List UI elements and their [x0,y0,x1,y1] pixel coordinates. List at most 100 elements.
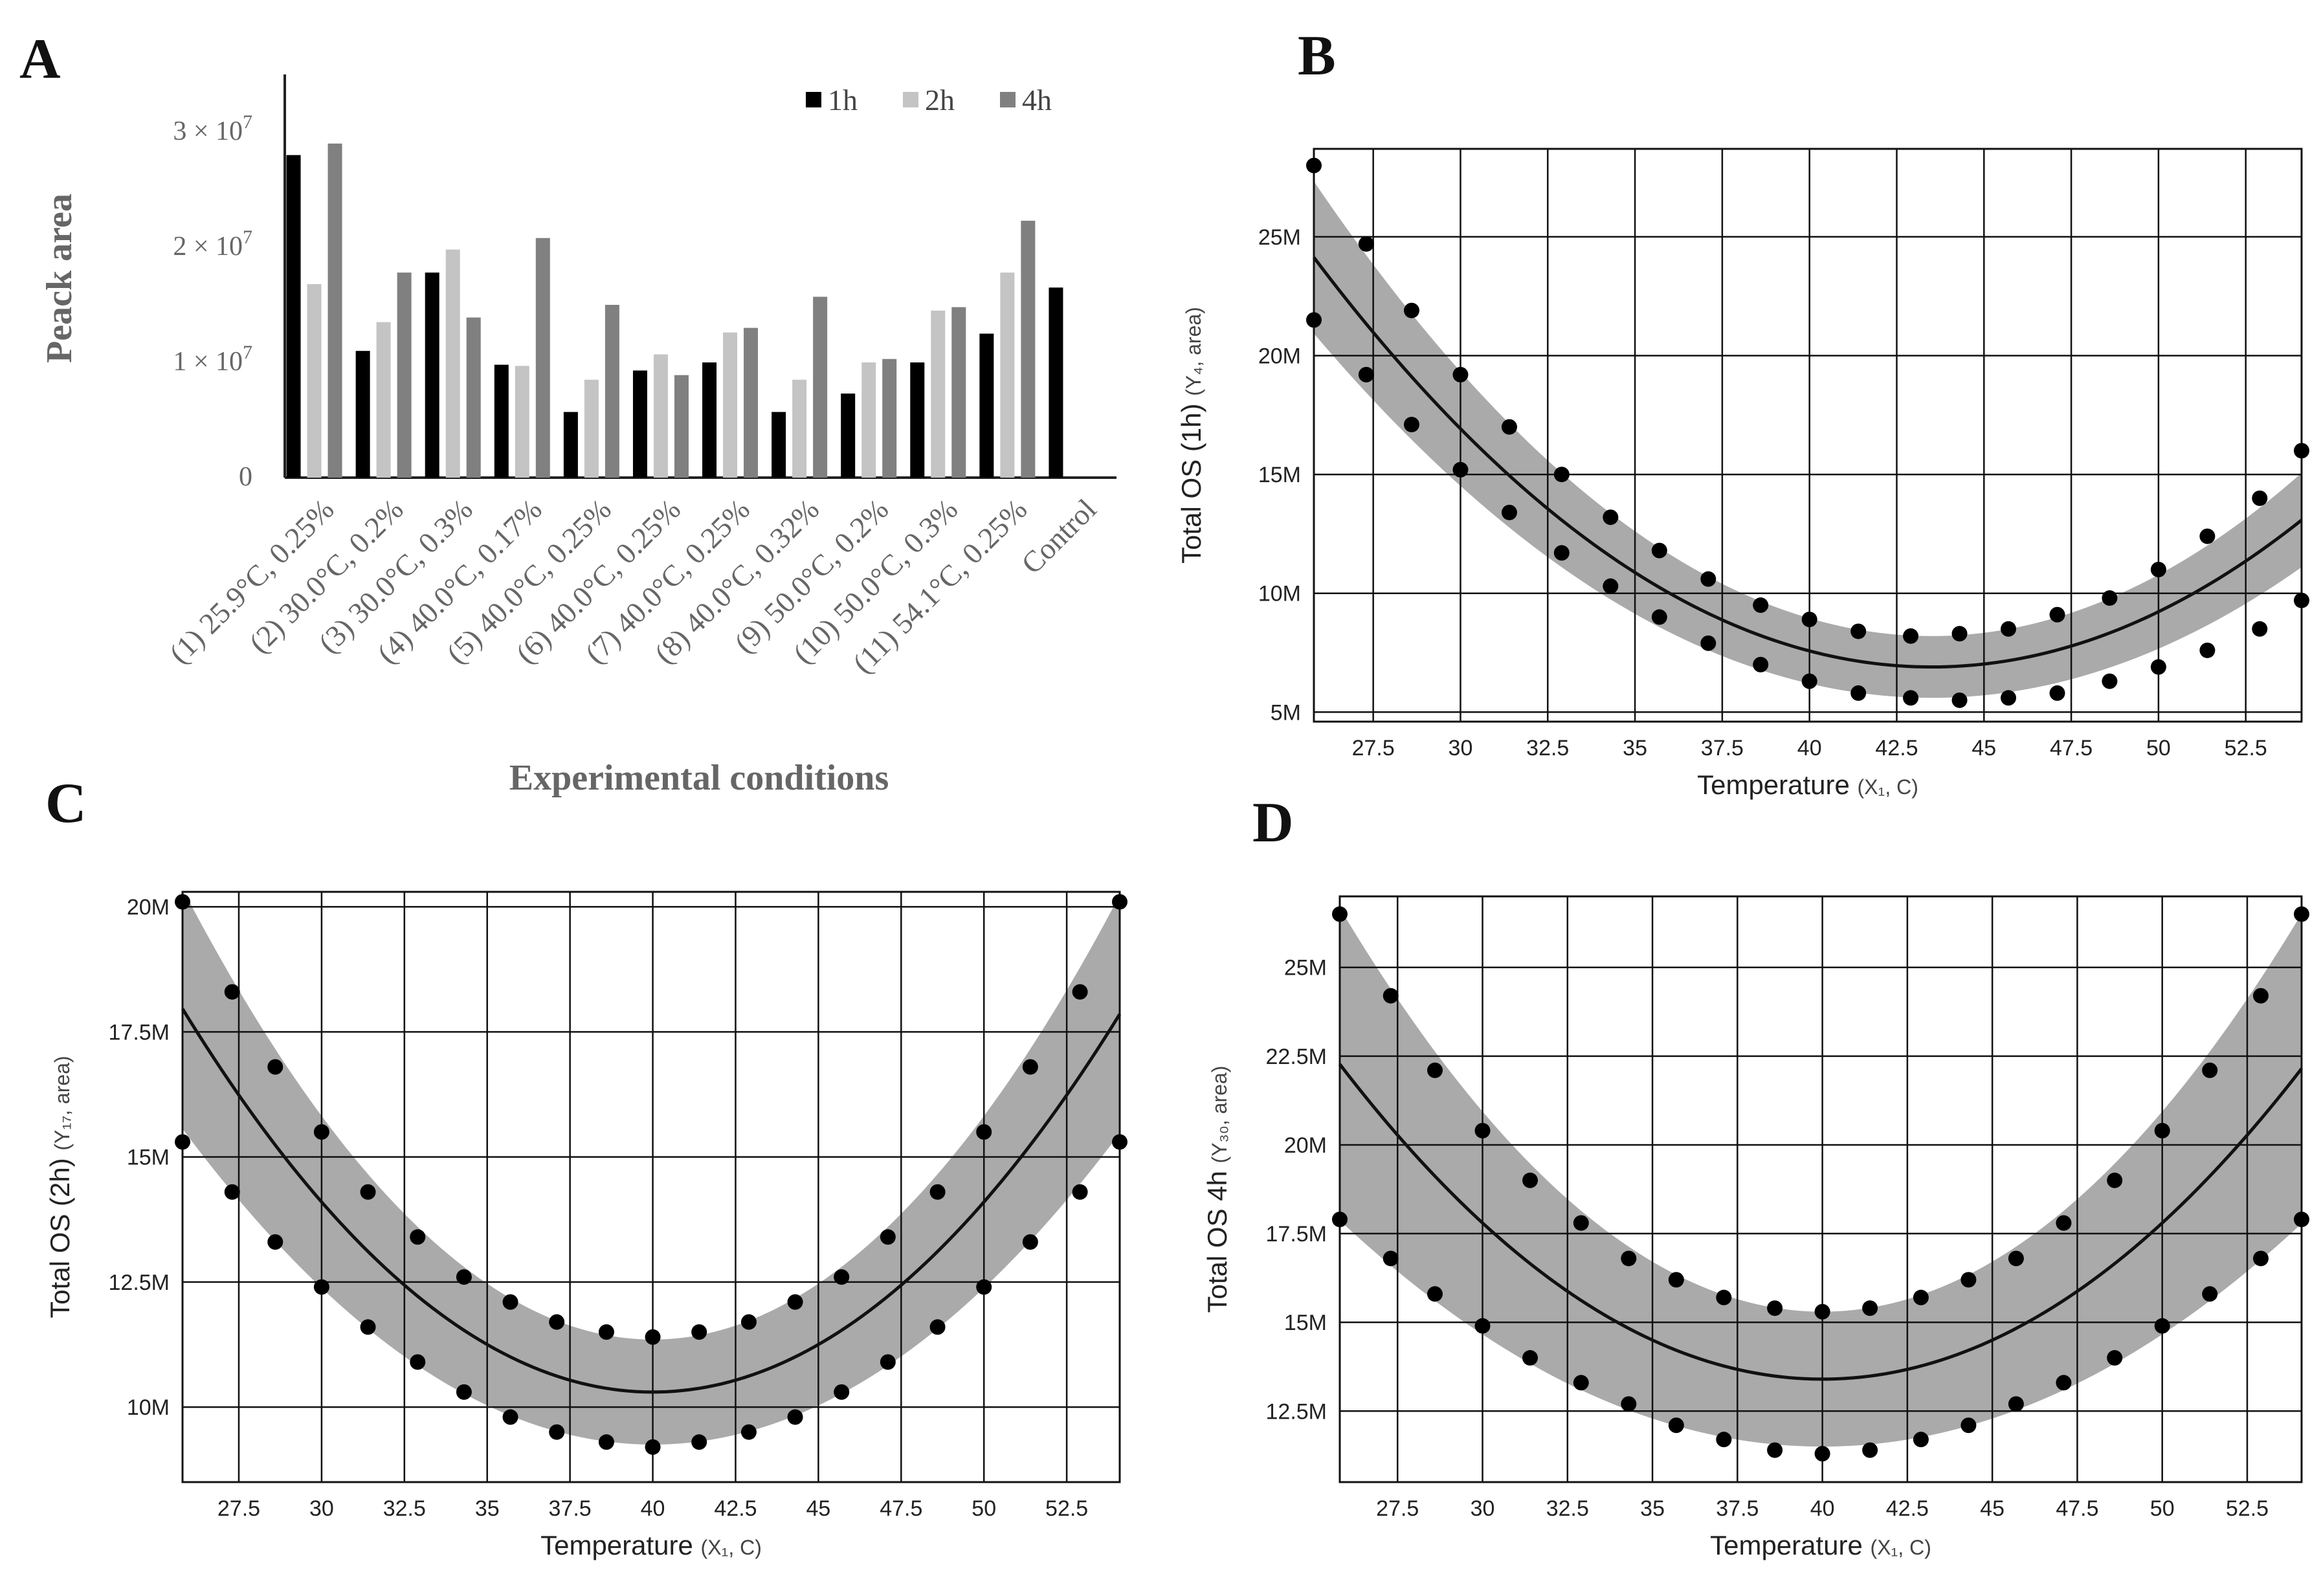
x-tick-label: 40 [1797,736,1822,760]
point-upper [2102,590,2118,606]
bar-2h [445,249,460,478]
x-tick-label: 27.5 [1376,1496,1419,1521]
bar-4h [605,305,619,478]
x-tick-label: 47.5 [2050,736,2093,760]
panel-letter-b: B [1298,25,1336,87]
bar-4h [1021,221,1036,478]
bar-group [979,221,1036,478]
bar-group [286,143,342,478]
point-upper [1072,984,1088,1000]
y-tick-label: 17.5M [1266,1222,1327,1247]
panel-letter-c: C [45,772,87,835]
legend-label-1h: 1h [828,83,858,116]
point-upper [645,1329,661,1345]
point-upper [1862,1300,1878,1316]
point-lower [1501,504,1517,520]
bar-2h [653,354,668,478]
point-lower [1814,1446,1830,1462]
bar-2h [307,283,322,478]
y-axis-label: Total OS (2h) (Y₁₇, area) [45,1056,75,1318]
point-upper [1383,988,1399,1004]
bar-1h [1049,287,1063,478]
confidence-band [1314,181,2302,698]
point-lower [2294,1212,2309,1228]
point-upper [880,1229,896,1245]
bar-2h [861,362,876,478]
point-upper [313,1124,329,1140]
bar-group [355,272,412,478]
bar-1h [286,155,301,478]
point-lower [1801,673,1817,689]
point-upper [502,1294,518,1310]
point-lower [502,1409,518,1425]
y-tick-label: 15M [1258,463,1301,487]
bar-group [494,238,550,478]
plot-frame [1338,895,2303,1483]
y-axis-label: Total OS 4h (Y₃₀, area) [1202,1066,1232,1313]
point-upper [2294,906,2309,922]
point-upper [1903,628,1919,644]
point-lower [1913,1432,1929,1448]
plot-frame [181,891,1121,1483]
point-lower [1553,545,1570,561]
x-tick-label: 30 [1449,736,1473,760]
bar-group [772,296,828,478]
point-lower [456,1384,472,1400]
x-tick-label: 27.5 [1352,736,1395,760]
bar-group [910,307,966,478]
bar-1h [563,412,578,478]
point-upper [1801,612,1817,628]
point-upper [267,1059,283,1075]
point-upper [2001,621,2017,637]
point-lower [1668,1417,1684,1434]
x-tick-label: 42.5 [714,1496,757,1521]
point-upper [2154,1123,2170,1138]
x-tick-label: 47.5 [2056,1496,2098,1521]
bar-1h [910,362,925,478]
bar-4h [951,307,966,478]
point-lower [175,1134,190,1150]
fit-line [181,1008,1122,1394]
x-tick-label: 40 [1810,1496,1835,1521]
x-tick-label: 45 [806,1496,830,1521]
point-lower [2150,659,2166,675]
point-lower [1651,609,1667,625]
x-tick-label: 32.5 [1526,736,1569,760]
point-lower [880,1354,896,1370]
point-lower [1522,1350,1538,1366]
point-lower [1753,656,1769,672]
point-lower [2252,1250,2269,1267]
point-upper [2202,1062,2218,1078]
point-upper [2150,561,2166,577]
bar-group [563,305,619,478]
x-tick-label: 52.5 [1045,1496,1088,1521]
point-lower [1573,1375,1589,1391]
point-upper [787,1294,803,1310]
point-lower [691,1434,707,1450]
panel-d-chart: 27.5 30 32.5 35 37.5 40 42.5 45 47.5 50 52.5 12.5M 1… [1202,895,2309,1560]
y-tick-label: 1 × 107 [173,342,252,377]
bar-group [702,327,759,478]
point-lower [2252,621,2268,637]
point-lower [1767,1442,1783,1458]
bar-4h [813,296,828,478]
point-lower [787,1409,803,1425]
point-lower [1960,1417,1977,1434]
point-upper [740,1314,757,1330]
point-lower [313,1279,329,1295]
point-lower [1452,461,1469,478]
point-lower [976,1279,992,1295]
x-tick-label: 50 [2146,736,2171,760]
bar-group [425,249,481,478]
point-upper [175,894,190,910]
legend-swatch-2h [903,92,918,107]
bar-group [841,359,897,478]
plot-frame [1313,148,2303,723]
point-lower [1474,1318,1491,1334]
point-lower [1903,690,1919,706]
point-lower [2049,685,2065,701]
point-upper [1603,509,1619,526]
panel-c-chart: 27.5 30 32.5 35 37.5 40 42.5 45 47.5 50 52.5 10M 12.… [45,891,1127,1560]
x-tick-label: 35 [1640,1496,1665,1521]
point-upper [2056,1215,2072,1231]
